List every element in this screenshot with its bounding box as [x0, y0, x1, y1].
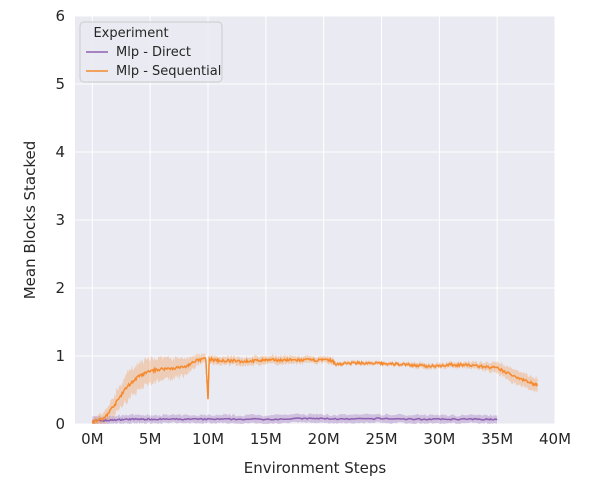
legend-entry-label: Mlp - Sequential — [116, 64, 221, 79]
x-tick-label: 5M — [139, 430, 162, 448]
x-axis-ticks: 0M 5M 10M 15M 20M 25M 30M 35M 40M — [81, 430, 571, 448]
legend-box — [79, 21, 223, 83]
x-axis-label: Environment Steps — [244, 459, 387, 477]
y-tick-label: 4 — [55, 143, 65, 161]
x-tick-label: 10M — [192, 430, 224, 448]
x-tick-label: 30M — [423, 430, 455, 448]
series-line — [91, 355, 539, 425]
y-tick-label: 2 — [55, 279, 65, 297]
y-axis-label: Mean Blocks Stacked — [21, 141, 39, 300]
legend-title: Experiment — [93, 26, 168, 41]
y-tick-label: 5 — [55, 75, 65, 93]
y-axis-ticks: 0 1 2 3 4 5 6 — [55, 7, 65, 433]
x-tick-label: 15M — [250, 430, 282, 448]
y-tick-label: 3 — [55, 211, 65, 229]
series-lines — [91, 355, 539, 425]
y-tick-label: 1 — [55, 347, 65, 365]
x-tick-label: 40M — [539, 430, 571, 448]
x-tick-label: 25M — [365, 430, 397, 448]
x-tick-label: 20M — [308, 430, 340, 448]
legend: Experiment Mlp - Direct Mlp - Sequential — [79, 21, 223, 83]
x-tick-label: 35M — [481, 430, 513, 448]
x-tick-label: 0M — [81, 430, 104, 448]
gridlines — [75, 15, 556, 425]
y-tick-label: 0 — [55, 415, 65, 433]
series-line — [92, 417, 498, 423]
y-tick-label: 6 — [55, 7, 65, 25]
legend-entry-label: Mlp - Direct — [116, 45, 191, 60]
